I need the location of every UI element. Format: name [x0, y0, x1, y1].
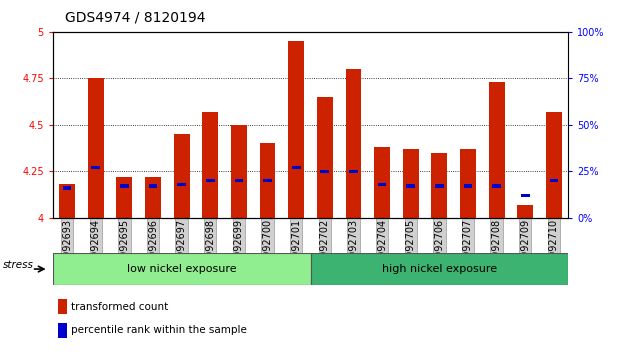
Bar [374, 147, 390, 218]
Bar [148, 184, 157, 188]
Text: transformed count: transformed count [71, 302, 168, 312]
Bar [517, 205, 533, 218]
Text: low nickel exposure: low nickel exposure [127, 264, 237, 274]
Bar [349, 170, 358, 173]
Bar [288, 41, 304, 218]
Bar [378, 183, 386, 186]
Text: stress: stress [3, 261, 34, 270]
Bar [63, 186, 71, 190]
Bar [53, 253, 310, 285]
Bar [58, 299, 67, 314]
Bar [403, 149, 419, 218]
Bar [460, 149, 476, 218]
Bar [202, 112, 218, 218]
Bar [292, 166, 301, 169]
Bar [58, 323, 67, 338]
Text: percentile rank within the sample: percentile rank within the sample [71, 325, 247, 335]
Bar [406, 184, 415, 188]
Bar [432, 153, 447, 218]
Bar [317, 97, 333, 218]
Bar [59, 184, 75, 218]
Text: high nickel exposure: high nickel exposure [382, 264, 497, 274]
Bar [88, 78, 104, 218]
Bar [231, 125, 247, 218]
Bar [206, 179, 215, 182]
Bar [521, 194, 530, 197]
Bar [263, 179, 272, 182]
Bar [320, 170, 329, 173]
Bar [235, 179, 243, 182]
Bar [178, 183, 186, 186]
Bar [550, 179, 558, 182]
Bar [489, 82, 504, 218]
Text: GDS4974 / 8120194: GDS4974 / 8120194 [65, 11, 206, 25]
Bar [310, 253, 568, 285]
Bar [117, 177, 132, 218]
Bar [435, 184, 443, 188]
Bar [492, 184, 501, 188]
Bar [145, 177, 161, 218]
Bar [546, 112, 562, 218]
Bar [260, 143, 276, 218]
Bar [464, 184, 473, 188]
Bar [174, 134, 189, 218]
Bar [120, 184, 129, 188]
Bar [345, 69, 361, 218]
Bar [91, 166, 100, 169]
